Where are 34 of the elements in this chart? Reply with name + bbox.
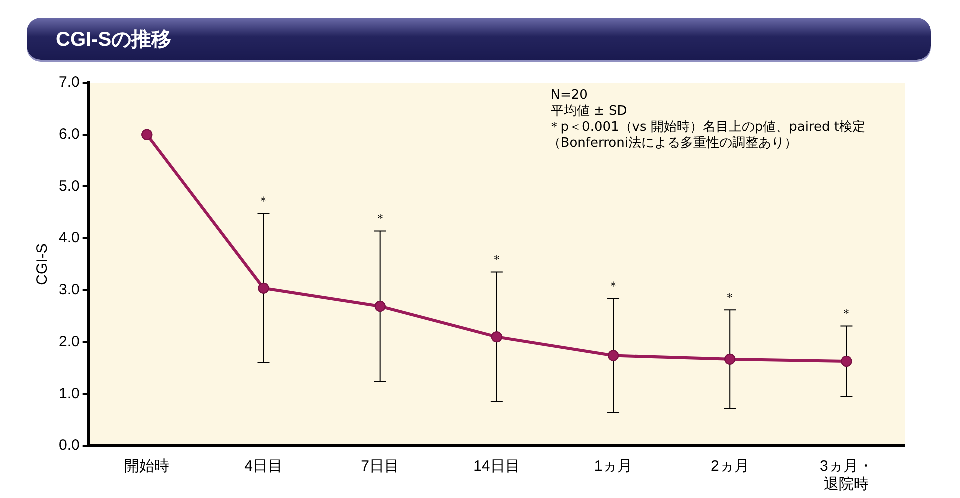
x-tick-label: 14日目: [474, 458, 520, 476]
y-tick-label: 1.0: [58, 385, 80, 402]
point: [608, 350, 620, 362]
point: [724, 354, 736, 365]
annotation: ＊: [840, 306, 853, 320]
y-axis-title: CGI-S: [34, 244, 52, 286]
point: [258, 282, 270, 294]
y-tick-label: 3.0: [58, 282, 80, 299]
x-tick-label: 1ヵ月: [594, 458, 633, 476]
chart-title: CGI-Sの推移: [56, 28, 172, 53]
point: [841, 356, 852, 367]
annotation: ＊: [608, 278, 620, 293]
y-tick-label: 6.0: [58, 126, 80, 143]
annotation: ＊: [374, 211, 386, 226]
x-tick-label: 7日目: [361, 458, 400, 476]
annotation: ＊: [490, 252, 503, 266]
annotation: （Bonferroni法による多重性の調整あり）: [548, 136, 798, 151]
annotation: ＊p＜0.001（vs 開始時）名目上のp値、paired t検定: [548, 120, 866, 135]
y-tick-label: 7.0: [58, 74, 80, 92]
y-tick-label: 4.0: [58, 230, 80, 247]
y-tick-label: 2.0: [58, 333, 80, 350]
x-tick-label: 4日目: [244, 458, 283, 476]
y-tick-label: 5.0: [58, 178, 80, 195]
point: [142, 129, 153, 140]
annotation: 平均値 ± SD: [550, 104, 628, 119]
point: [374, 301, 386, 312]
y-tick-label: 0.0: [58, 437, 80, 454]
x-tick-label: 3ヵ月・退院時: [820, 458, 874, 494]
x-tick-label: 2ヵ月: [710, 458, 750, 476]
annotation: N=20: [550, 88, 588, 103]
point: [491, 332, 502, 343]
annotation: ＊: [724, 290, 736, 304]
annotation: ＊: [258, 194, 270, 208]
x-tick-label: 開始時: [124, 458, 170, 476]
